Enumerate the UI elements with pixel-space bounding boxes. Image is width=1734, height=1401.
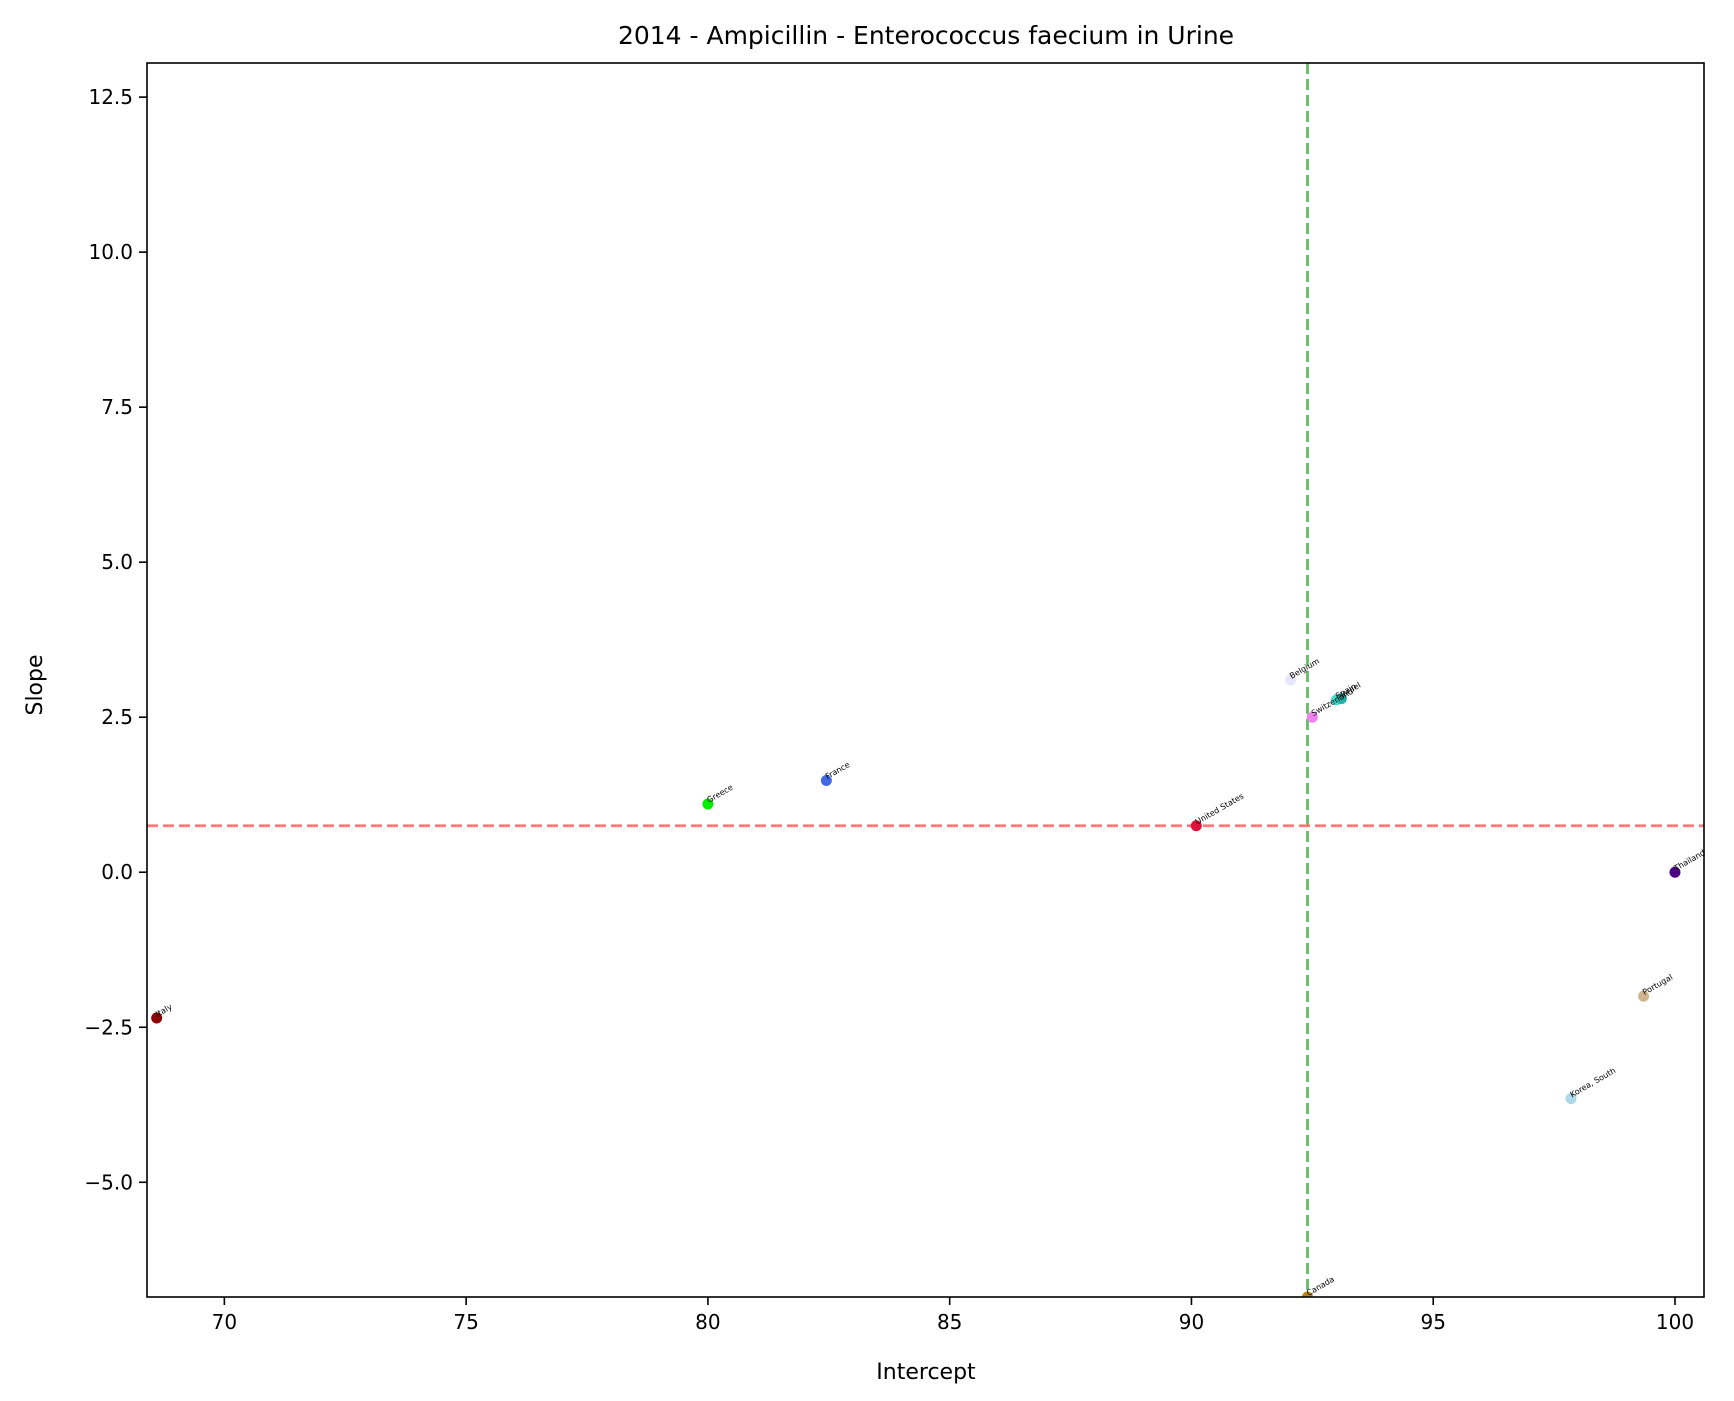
x-tick-label: 85 [937, 1310, 962, 1334]
data-point [702, 798, 714, 810]
data-point-label: Italy [154, 1002, 174, 1019]
data-point-label: United States [1194, 792, 1245, 827]
data-point-label: Greece [705, 783, 734, 805]
data-point-label: Canada [1305, 1275, 1336, 1298]
y-tick-label: −2.5 [84, 1015, 133, 1039]
x-tick-label: 90 [1179, 1310, 1204, 1334]
data-point [1190, 820, 1202, 832]
x-tick-label: 75 [453, 1310, 478, 1334]
y-tick-label: 12.5 [88, 85, 133, 109]
x-tick-label: 70 [212, 1310, 237, 1334]
data-point-label: France [824, 760, 852, 781]
data-point-label: Thailand [1672, 848, 1707, 873]
y-tick-label: 0.0 [101, 860, 133, 884]
x-tick-label: 80 [695, 1310, 720, 1334]
x-tick-label: 95 [1420, 1310, 1445, 1334]
data-point [1285, 674, 1297, 686]
data-point [1565, 1093, 1577, 1105]
data-point-label: Portugal [1641, 973, 1674, 997]
data-point [1335, 693, 1347, 705]
plot-frame [146, 62, 1705, 1298]
y-axis-label: Slope [23, 654, 48, 715]
data-point-label: Korea, South [1569, 1066, 1618, 1099]
y-tick-label: 2.5 [101, 705, 133, 729]
x-axis-label: Intercept [876, 1360, 976, 1385]
y-tick-label: 10.0 [88, 240, 133, 264]
data-point [1301, 1291, 1313, 1297]
data-point [151, 1012, 163, 1024]
data-point [1638, 990, 1650, 1002]
data-point-label: Belgium [1288, 656, 1321, 680]
chart-title: 2014 - Ampicillin - Enterococcus faecium… [618, 21, 1234, 50]
data-point [1306, 711, 1318, 723]
y-tick-label: −5.0 [84, 1170, 133, 1194]
y-tick-label: 7.5 [101, 395, 133, 419]
data-point [1669, 866, 1681, 878]
x-tick-label: 100 [1656, 1310, 1694, 1334]
y-tick-label: 5.0 [101, 550, 133, 574]
data-point [820, 774, 832, 786]
